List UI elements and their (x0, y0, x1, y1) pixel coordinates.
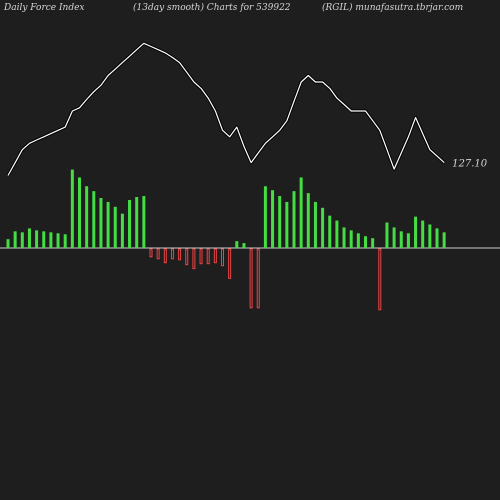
force-bar (249, 248, 253, 309)
force-bar (156, 248, 160, 260)
force-bar (92, 191, 96, 248)
force-bar (385, 222, 389, 248)
smooth-line (7, 42, 445, 176)
force-bar (349, 230, 353, 248)
force-bar (256, 248, 260, 309)
force-bar (421, 220, 425, 248)
force-bar (199, 248, 203, 265)
force-bar (278, 196, 282, 248)
force-bar (242, 243, 246, 248)
force-bar (228, 248, 232, 279)
force-bar (371, 238, 375, 248)
force-bar (356, 233, 360, 248)
force-bar (428, 224, 432, 248)
force-bar (213, 248, 217, 264)
force-bar (378, 248, 382, 311)
force-bar (313, 201, 317, 248)
force-bar (328, 215, 332, 248)
force-bar (221, 248, 224, 267)
force-bar (299, 177, 303, 248)
last-value-label: 127.10 (452, 159, 488, 170)
force-bar (263, 186, 267, 248)
force-bar (399, 231, 403, 248)
force-bar (49, 232, 53, 248)
force-bar (170, 248, 174, 260)
force-bar (56, 233, 60, 248)
force-bar (135, 197, 139, 248)
force-bar (192, 248, 196, 270)
force-bar (185, 248, 189, 266)
force-bar (442, 232, 446, 248)
force-bar (106, 201, 110, 248)
force-bar (142, 196, 146, 248)
force-bar (292, 191, 296, 248)
indicator-title: Daily Force Index (4, 3, 85, 13)
force-bar (113, 206, 117, 248)
force-bar (321, 207, 325, 248)
force-bar (271, 190, 275, 248)
force-bar (149, 248, 153, 258)
force-bar (13, 231, 17, 248)
force-bar (406, 233, 410, 248)
force-bar (178, 248, 182, 261)
force-bar (120, 213, 124, 248)
force-bar (6, 239, 10, 248)
force-bar (99, 198, 103, 248)
force-bar (235, 241, 239, 248)
force-bar (364, 236, 367, 248)
force-bar (335, 220, 339, 248)
force-bar (20, 232, 24, 248)
force-bar (306, 193, 310, 248)
force-bar (392, 227, 396, 248)
force-bar (414, 216, 418, 248)
chart-subtitle: (13day smooth) Charts for 539922 (133, 3, 291, 13)
force-bar (35, 230, 39, 248)
force-bar (78, 177, 81, 248)
force-bar (342, 227, 346, 248)
force-bar (128, 199, 132, 248)
source-label: (RGIL) munafasutra.tbrjar.com (322, 3, 464, 13)
force-bar (85, 186, 89, 248)
force-bar (206, 248, 210, 265)
force-bar (435, 228, 439, 248)
force-bar (285, 201, 289, 248)
force-bar (163, 248, 167, 264)
force-bar (63, 234, 67, 248)
force-bar (27, 228, 31, 248)
force-bar (70, 169, 74, 248)
force-bar (42, 231, 46, 248)
smooth-line-outline (6, 41, 446, 177)
